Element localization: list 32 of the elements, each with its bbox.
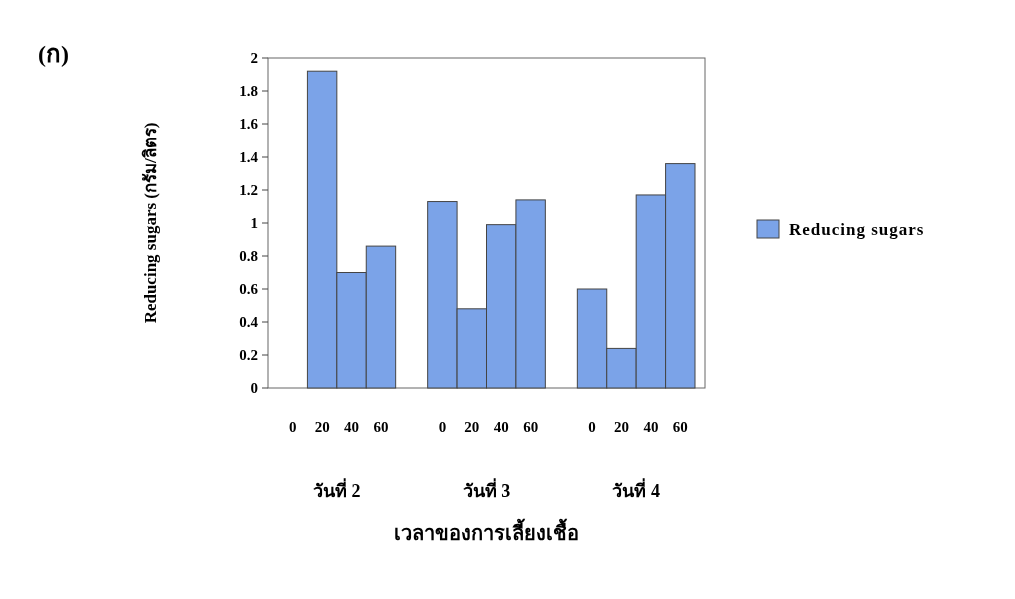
x-tick-label: 40 xyxy=(493,419,509,435)
y-tick-label: 1.4 xyxy=(239,149,259,165)
text: วันที่ 4 xyxy=(612,478,660,501)
y-tick-label: 2 xyxy=(250,50,258,66)
y-tick-label: 1.6 xyxy=(239,116,259,132)
y-tick-label: 1.8 xyxy=(239,83,258,99)
legend: Reducing sugars xyxy=(756,219,925,239)
x-tick-label: 60 xyxy=(523,419,539,435)
y-tick-label: 1.2 xyxy=(239,182,258,198)
y-tick-label: 0.8 xyxy=(239,248,258,264)
x-tick-label: 60 xyxy=(373,419,389,435)
x-tick-label: 20 xyxy=(464,419,480,435)
y-tick-label: 0.2 xyxy=(239,347,258,363)
x-axis-title: เวลาของการเลี้ยงเชื้อ xyxy=(394,518,579,544)
x-tick-label: 0 xyxy=(288,419,297,435)
y-tick-label: 0 xyxy=(250,380,258,396)
y-tick-label: 0.6 xyxy=(239,281,259,297)
x-tick-label: 40 xyxy=(344,419,360,435)
x-tick-label: 0 xyxy=(438,419,447,435)
text: วันที่ 3 xyxy=(462,478,511,501)
y-tick-label: 1 xyxy=(250,215,258,231)
text: (ก) xyxy=(38,41,69,67)
plot: 0 0.2 0.4 0.6 0.8 1 1.2 1.4 1.6 1.8 2 xyxy=(239,50,706,396)
x-tick-label: 40 xyxy=(643,419,659,435)
x-tick-label: 20 xyxy=(314,419,330,435)
x-tick-label: 60 xyxy=(672,419,688,435)
x-tick-label: 0 xyxy=(588,419,596,435)
x-tick-label: 20 xyxy=(613,419,629,435)
legend-label: Reducing sugars xyxy=(789,220,925,239)
y-tick-label: 0.4 xyxy=(239,314,259,330)
text: วันที่ 2 xyxy=(313,478,361,501)
y-axis-title: Reducing sugars (กรัม/ลิตร) xyxy=(141,122,160,324)
